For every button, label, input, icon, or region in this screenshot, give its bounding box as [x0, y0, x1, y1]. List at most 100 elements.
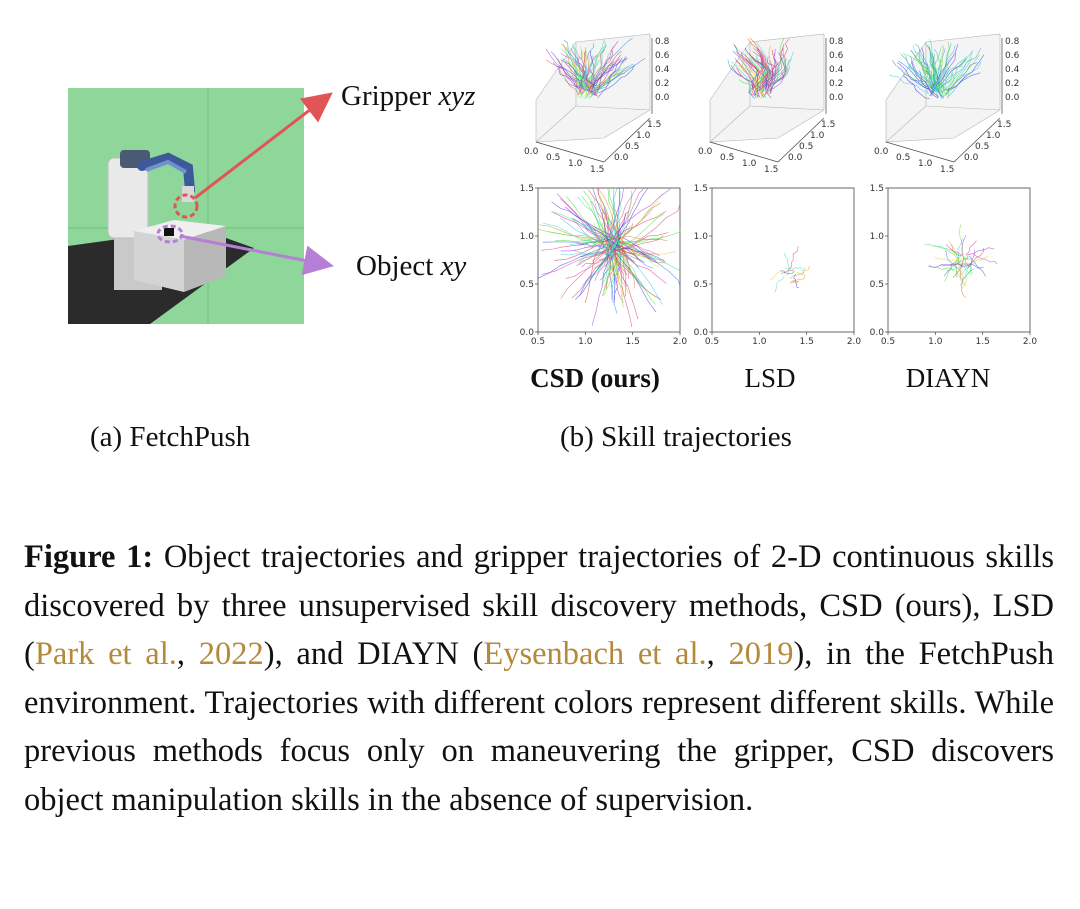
z-tick-label: 0.4	[829, 65, 844, 75]
y-tick-label: 1.5	[870, 184, 884, 194]
trajectory-line	[537, 247, 605, 279]
gripper-trajectory-line	[762, 67, 786, 98]
trajectory-line	[591, 249, 609, 326]
gripper-trajectory-line	[596, 40, 619, 93]
trajectory-line	[591, 187, 608, 243]
trajectory-line	[582, 242, 617, 286]
method-label-diayn: DIAYN	[905, 363, 991, 393]
trajectory-line	[616, 243, 663, 305]
x-tick-label: 1.0	[568, 159, 583, 169]
figure-label: Figure 1:	[24, 539, 154, 575]
z-tick-label: 0.2	[1005, 79, 1019, 89]
z-tick-label: 0.6	[1005, 51, 1020, 61]
trajectory-line	[957, 238, 963, 261]
gripper-trajectory-line	[914, 43, 935, 87]
x-tick-label: 2.0	[1023, 337, 1038, 347]
x-tick-label: 1.5	[940, 165, 954, 175]
trajectory-line	[790, 280, 800, 284]
trajectory-line	[622, 190, 632, 251]
x-tick-label: 0.5	[531, 337, 545, 347]
citation-park-year[interactable]: 2022	[198, 636, 264, 672]
trajectory-line	[619, 252, 639, 283]
z-tick-label: 0.8	[829, 37, 844, 47]
citation-park-name[interactable]: Park et al.	[34, 636, 177, 672]
trajectory-line	[780, 270, 795, 275]
y-tick-label: 1.0	[870, 232, 885, 242]
gripper-trajectory-line	[902, 75, 930, 99]
gripper-trajectory-line	[595, 58, 646, 90]
object-label-text: Object	[356, 250, 434, 282]
gripper-trajectory-line	[946, 54, 985, 92]
caption-text-3: ), in the FetchPush environment. Traject…	[24, 636, 1055, 818]
trajectory-line	[796, 267, 806, 274]
x-tick-label: 1.5	[626, 337, 640, 347]
gripper-trajectory-line	[898, 60, 937, 92]
gripper-trajectory-line	[770, 52, 786, 94]
gripper-trajectory-line	[906, 54, 944, 93]
y-tick-label: 0.0	[788, 153, 803, 163]
gripper-trajectory-line	[587, 54, 621, 93]
trajectory-line	[945, 244, 962, 255]
trajectory-line	[928, 260, 962, 268]
plot-frame	[711, 187, 855, 333]
trajectory-line	[611, 249, 666, 264]
gripper-trajectory-line	[945, 72, 981, 95]
trajectory-line	[969, 268, 975, 272]
x-tick-label: 0.5	[546, 153, 560, 163]
trajectory-line	[614, 213, 627, 255]
y-tick-label: 0.0	[520, 328, 535, 338]
trajectory-line	[962, 271, 969, 282]
trajectory-line	[620, 250, 637, 277]
gripper-trajectory-line	[576, 56, 584, 89]
y-tick-label: 0.5	[520, 280, 534, 290]
trajectory-line	[606, 248, 636, 263]
trajectory-line	[956, 262, 984, 269]
y-tick-label: 0.5	[975, 142, 989, 152]
trajectory-line	[933, 245, 961, 257]
gripper-trajectory-line	[586, 49, 605, 88]
trajectory-line	[770, 270, 783, 281]
y-tick-label: 0.0	[614, 153, 629, 163]
x-tick-label: 1.0	[928, 337, 943, 347]
gripper-trajectory-line	[897, 67, 935, 89]
gripper-trajectory-line	[578, 43, 594, 90]
gripper-trajectory-line	[582, 52, 620, 94]
gripper-trajectory-line	[926, 38, 933, 86]
gripper-trajectory-line	[755, 38, 785, 90]
trajectory-line	[968, 247, 995, 255]
trajectory-line	[610, 187, 618, 241]
object-xy-plot-diayn: 0.5 1.0 1.5 2.00.00.51.01.5	[870, 184, 1038, 347]
trajectory-line	[965, 240, 977, 256]
gripper-trajectory-line	[767, 56, 774, 92]
gripper-trajectory-line	[763, 51, 794, 87]
citation-eysenbach-year[interactable]: 2019	[728, 636, 794, 672]
figure-caption: Figure 1: Object trajectories and grippe…	[24, 533, 1054, 824]
trajectory-line	[952, 253, 969, 278]
gripper-trajectory-line	[735, 60, 758, 90]
z-tick-label: 0.8	[1005, 37, 1020, 47]
x-tick-label: 0.0	[698, 147, 713, 157]
trajectory-line	[958, 263, 964, 276]
z-tick-label: 0.2	[829, 79, 843, 89]
citation-eysenbach-name[interactable]: Eysenbach et al.	[483, 636, 707, 672]
gripper-trajectory-line	[590, 69, 628, 90]
trajectory-line	[968, 255, 986, 277]
gripper-trajectory-line	[932, 67, 940, 92]
y-tick-label: 1.0	[636, 131, 651, 141]
z-tick-label: 0.8	[655, 37, 670, 47]
y-tick-label: 1.5	[647, 120, 661, 130]
caption-text-2: ), and DIAYN (	[263, 636, 484, 672]
object-label: Object xy	[356, 250, 466, 283]
x-tick-label: 0.5	[896, 153, 910, 163]
gripper-trajectory-line	[746, 62, 766, 96]
z-tick-label: 0.4	[655, 65, 670, 75]
gripper-trajectory-line	[546, 59, 579, 93]
object-xy-plot-lsd: 0.5 1.0 1.5 2.00.00.51.01.5	[694, 184, 862, 347]
method-label-lsd: LSD	[744, 363, 796, 393]
gripper-trajectory-line	[751, 48, 764, 90]
trajectory-line	[622, 227, 681, 245]
trajectory-line	[560, 250, 616, 256]
trajectory-line	[560, 217, 612, 254]
gripper-trajectory-line	[942, 57, 973, 98]
trajectory-line	[961, 264, 967, 279]
